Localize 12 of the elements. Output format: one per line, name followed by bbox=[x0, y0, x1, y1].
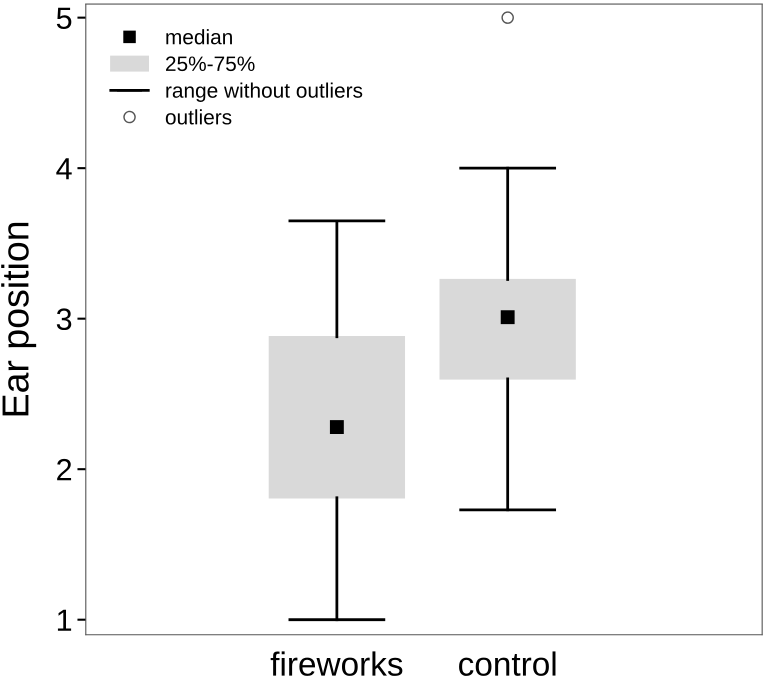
y-tick-label: 5 bbox=[56, 8, 72, 30]
annotation: range without outliers bbox=[166, 82, 362, 102]
y-axis-title: Ear position bbox=[1, 222, 36, 416]
text: outliers bbox=[166, 109, 232, 125]
y-tick-label: 3 bbox=[56, 308, 72, 330]
y-tick-label: 1 bbox=[58, 610, 72, 631]
y-tick-label: 4 bbox=[56, 158, 72, 180]
text: median bbox=[166, 29, 232, 44]
x-tick-label: fireworks bbox=[270, 651, 402, 676]
y-tick-label: 2 bbox=[57, 458, 72, 480]
x-tick-label: control bbox=[459, 651, 556, 676]
annotation: 25%-75% bbox=[166, 56, 255, 72]
